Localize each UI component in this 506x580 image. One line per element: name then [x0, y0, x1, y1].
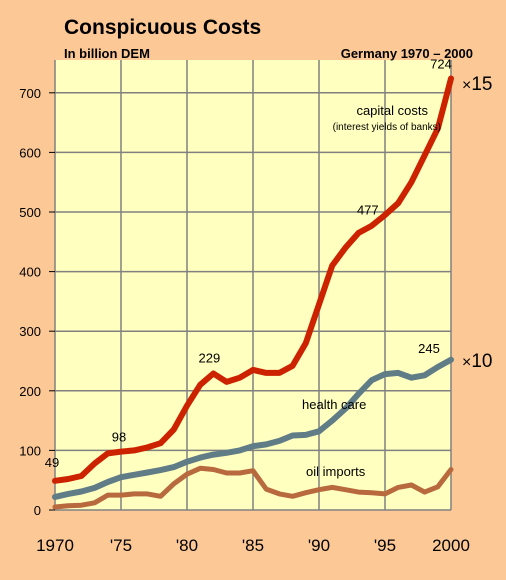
multiplier-capital-costs: ×15 — [462, 74, 492, 95]
axis-ticks: 0 100 200 300 400 500 600 700 1970 '75 '80 '85 '90 '9… — [19, 86, 470, 555]
x-tick-label-1995: '95 — [374, 536, 396, 555]
data-label-capital-costs-1994: 477 — [357, 203, 379, 218]
series-lines — [52, 75, 454, 510]
chart-subtitle-right: Germany 1970 – 2000 — [341, 46, 473, 61]
series-line-capital-costs — [52, 75, 454, 484]
y-tick-label-500: 500 — [19, 205, 41, 220]
y-tick-label-700: 700 — [19, 86, 41, 101]
chart-title: Conspicuous Costs — [64, 16, 261, 39]
chart-subtitle-left: In billion DEM — [64, 46, 150, 61]
data-label-capital-costs-1970: 49 — [45, 455, 59, 470]
series-line-health-care — [52, 356, 454, 500]
data-label-capital-costs-2000: 724 — [430, 56, 452, 71]
y-tick-label-0: 0 — [34, 503, 41, 518]
series-label-capital-costs: capital costs — [356, 103, 428, 118]
series-line-oil-imports — [52, 465, 454, 510]
gridlines — [54, 60, 452, 511]
x-tick-label-1980: '80 — [176, 536, 198, 555]
series-labels: capital costs (interest yields of banks) h… — [45, 56, 493, 479]
data-label-health-care-2000: 245 — [418, 341, 440, 356]
series-sublabel-capital-costs: (interest yields of banks) — [333, 122, 441, 133]
y-tick-label-400: 400 — [19, 265, 41, 280]
x-tick-label-2000: 2000 — [432, 536, 470, 555]
y-tick-label-100: 100 — [19, 443, 41, 458]
series-label-oil-imports: oil imports — [306, 464, 366, 479]
x-tick-label-1975: '75 — [110, 536, 132, 555]
data-label-capital-costs-1975: 98 — [112, 430, 126, 445]
series-label-health-care: health care — [302, 397, 366, 412]
multiplier-health-care: ×10 — [462, 351, 492, 372]
y-tick-label-600: 600 — [19, 145, 41, 160]
x-tick-label-1990: '90 — [308, 536, 330, 555]
data-label-capital-costs-1982: 229 — [199, 351, 221, 366]
y-tick-label-300: 300 — [19, 324, 41, 339]
y-tick-label-200: 200 — [19, 384, 41, 399]
x-tick-label-1985: '85 — [242, 536, 264, 555]
x-tick-label-1970: 1970 — [36, 536, 74, 555]
